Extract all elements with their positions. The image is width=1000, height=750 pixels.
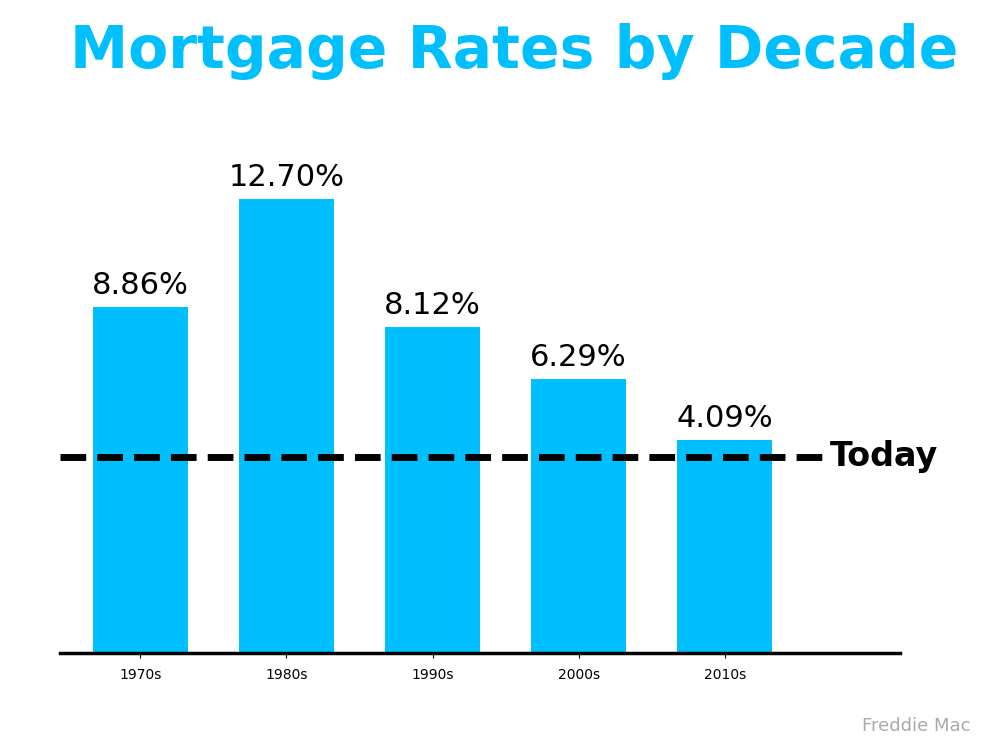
Text: 12.70%: 12.70% xyxy=(228,164,344,192)
Bar xyxy=(239,200,334,652)
Bar xyxy=(531,379,626,652)
Text: 6.29%: 6.29% xyxy=(530,343,627,372)
Text: 8.12%: 8.12% xyxy=(384,292,481,320)
Bar xyxy=(93,307,188,652)
Text: 4.09%: 4.09% xyxy=(676,404,773,433)
Text: Freddie Mac: Freddie Mac xyxy=(862,717,970,735)
Bar xyxy=(385,328,480,652)
Bar xyxy=(677,440,772,652)
Text: 8.86%: 8.86% xyxy=(92,271,189,300)
Text: Today: Today xyxy=(830,440,938,473)
Text: Mortgage Rates by Decade: Mortgage Rates by Decade xyxy=(70,22,958,80)
